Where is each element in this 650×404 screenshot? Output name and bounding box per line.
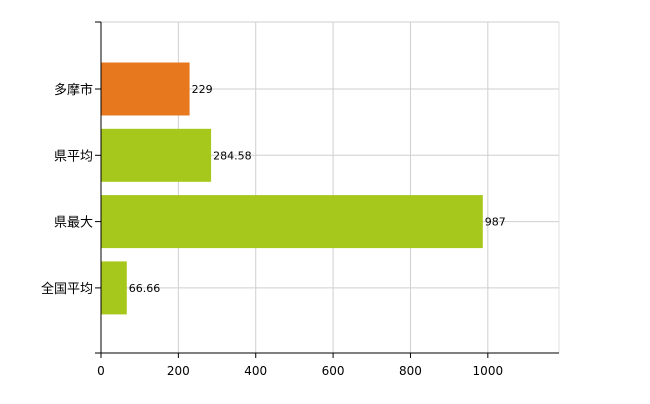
y-tick-label: 県平均 [54,149,93,164]
y-tick-label: 県最大 [54,216,93,231]
x-tick-label: 1000 [473,364,504,378]
bar [101,195,483,249]
bar [101,128,212,182]
x-tick-label: 400 [244,364,267,378]
y-tick-label: 多摩市 [54,82,93,98]
x-tick-label: 600 [322,364,345,378]
bar [101,62,190,116]
data-label: 66.66 [129,282,161,295]
x-tick-label: 200 [167,364,190,378]
x-tick-label: 0 [97,364,105,378]
data-label: 284.58 [213,149,252,162]
y-tick-label: 全国平均 [41,281,93,297]
data-label: 987 [485,216,506,229]
data-label: 229 [192,83,213,96]
bar [101,261,127,315]
x-tick-label: 800 [399,364,422,378]
